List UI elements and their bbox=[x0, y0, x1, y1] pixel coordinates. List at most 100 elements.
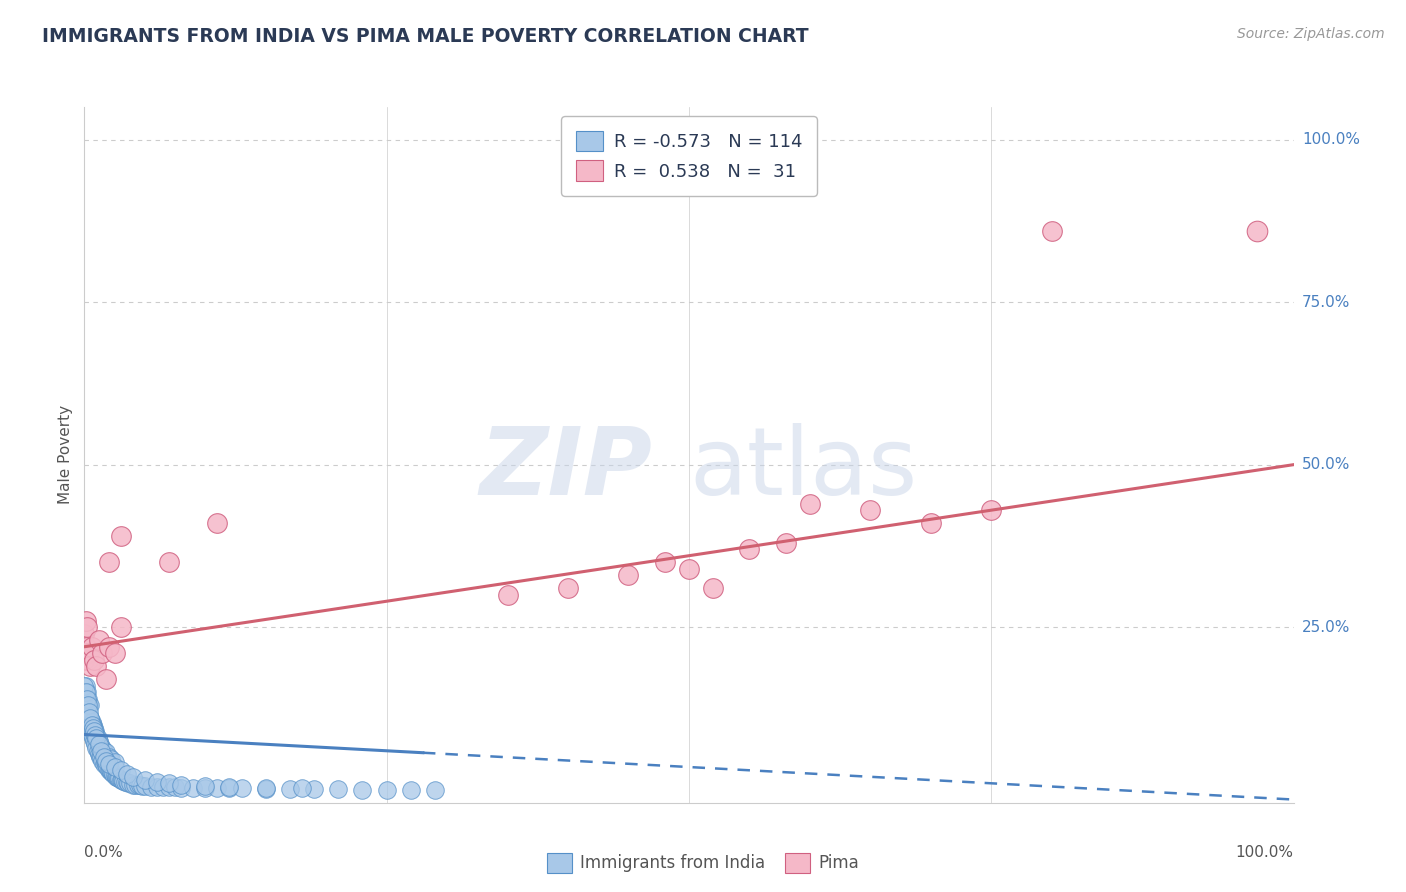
Point bbox=[82, 721, 104, 735]
Point bbox=[97, 764, 120, 778]
Point bbox=[90, 744, 112, 758]
Point bbox=[86, 744, 108, 758]
Point bbox=[104, 760, 127, 774]
Point bbox=[94, 758, 117, 772]
Point bbox=[920, 516, 942, 531]
Point bbox=[77, 646, 100, 660]
Point bbox=[89, 750, 111, 764]
Point bbox=[678, 562, 700, 576]
Point bbox=[139, 780, 162, 794]
Point bbox=[98, 764, 121, 778]
Point bbox=[120, 776, 142, 790]
Point bbox=[129, 778, 152, 792]
Text: Source: ZipAtlas.com: Source: ZipAtlas.com bbox=[1237, 27, 1385, 41]
Point bbox=[110, 620, 132, 634]
Point bbox=[97, 640, 120, 654]
Point bbox=[152, 780, 174, 795]
Point bbox=[127, 778, 149, 792]
Point bbox=[101, 764, 124, 779]
Point bbox=[77, 698, 100, 713]
Point bbox=[207, 516, 229, 531]
Point bbox=[76, 711, 98, 725]
Text: 100.0%: 100.0% bbox=[1236, 845, 1294, 860]
Point bbox=[83, 721, 105, 735]
Point bbox=[557, 581, 579, 595]
Point bbox=[93, 756, 115, 771]
Point bbox=[738, 542, 761, 557]
Point bbox=[97, 750, 120, 764]
Point bbox=[254, 782, 277, 797]
Point bbox=[1040, 224, 1063, 238]
Point bbox=[194, 780, 217, 795]
Point bbox=[76, 620, 98, 634]
Point bbox=[79, 724, 101, 739]
Point bbox=[94, 756, 117, 770]
Legend: R = -0.573   N = 114, R =  0.538   N =  31: R = -0.573 N = 114, R = 0.538 N = 31 bbox=[561, 116, 817, 195]
Point bbox=[218, 780, 240, 794]
Point bbox=[170, 780, 193, 795]
Point bbox=[91, 754, 114, 768]
Point bbox=[103, 766, 125, 780]
Point bbox=[107, 771, 129, 785]
Text: 75.0%: 75.0% bbox=[1302, 294, 1350, 310]
Point bbox=[94, 754, 117, 768]
Point bbox=[76, 685, 98, 699]
Point bbox=[121, 770, 143, 784]
Point bbox=[73, 626, 96, 640]
Legend: Immigrants from India, Pima: Immigrants from India, Pima bbox=[540, 847, 866, 880]
Point bbox=[108, 771, 131, 785]
Point bbox=[91, 646, 114, 660]
Point bbox=[93, 750, 115, 764]
Point bbox=[165, 780, 187, 795]
Point bbox=[77, 705, 100, 719]
Point bbox=[181, 780, 204, 795]
Point bbox=[77, 718, 100, 732]
Point bbox=[86, 727, 108, 741]
Point bbox=[73, 698, 96, 713]
Point bbox=[157, 776, 180, 790]
Point bbox=[77, 705, 100, 719]
Point bbox=[399, 782, 422, 797]
Point bbox=[231, 781, 253, 796]
Point bbox=[97, 555, 120, 569]
Point bbox=[104, 770, 127, 784]
Point bbox=[775, 535, 797, 549]
Point bbox=[218, 781, 240, 796]
Point bbox=[352, 782, 374, 797]
Point bbox=[799, 497, 821, 511]
Point bbox=[654, 555, 676, 569]
Point bbox=[131, 779, 153, 793]
Point bbox=[79, 711, 101, 725]
Y-axis label: Male Poverty: Male Poverty bbox=[58, 405, 73, 505]
Point bbox=[86, 731, 108, 745]
Point bbox=[134, 772, 156, 787]
Point bbox=[75, 705, 97, 719]
Point bbox=[170, 778, 193, 792]
Point bbox=[75, 679, 97, 693]
Text: 50.0%: 50.0% bbox=[1302, 458, 1350, 472]
Point bbox=[115, 766, 138, 780]
Point bbox=[111, 772, 134, 787]
Point bbox=[93, 744, 115, 758]
Text: atlas: atlas bbox=[689, 423, 917, 515]
Point bbox=[121, 778, 143, 792]
Point bbox=[278, 782, 301, 797]
Point bbox=[96, 760, 118, 774]
Point bbox=[79, 698, 101, 713]
Point bbox=[100, 751, 122, 765]
Point bbox=[375, 782, 398, 797]
Point bbox=[702, 581, 724, 595]
Point bbox=[114, 775, 136, 789]
Point bbox=[90, 750, 112, 764]
Point bbox=[80, 640, 103, 654]
Point bbox=[617, 568, 640, 582]
Point bbox=[84, 737, 107, 751]
Point bbox=[105, 770, 128, 784]
Point bbox=[77, 691, 100, 706]
Point bbox=[207, 781, 229, 796]
Point bbox=[117, 776, 139, 790]
Point bbox=[97, 756, 120, 771]
Point bbox=[110, 772, 132, 787]
Point bbox=[73, 718, 96, 732]
Point bbox=[80, 727, 103, 741]
